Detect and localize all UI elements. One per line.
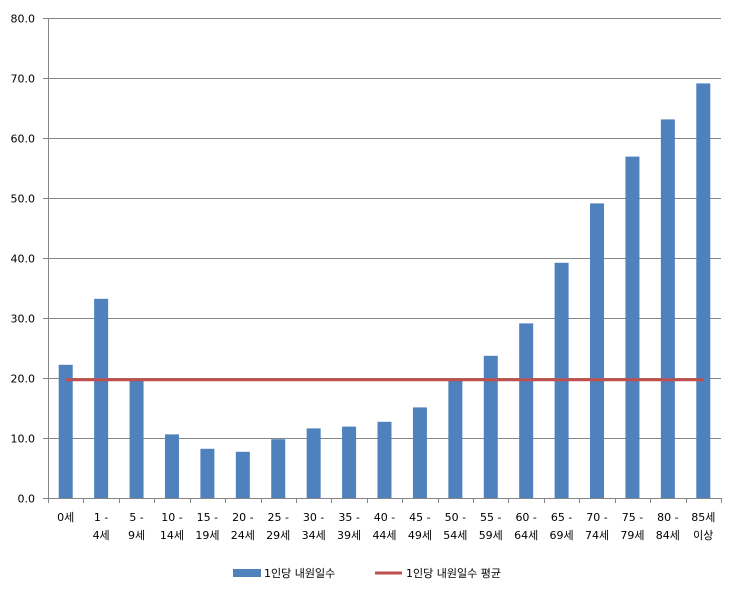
- bar: [519, 323, 534, 498]
- bar: [200, 448, 215, 498]
- bar: [58, 364, 73, 498]
- y-tick-label: 30.0: [11, 313, 36, 326]
- bar: [235, 451, 250, 498]
- x-tick-label: 25 -29세: [266, 511, 290, 542]
- y-tick-label: 70.0: [11, 73, 36, 86]
- bar: [412, 407, 427, 498]
- x-tick-label: 1 -4세: [93, 511, 110, 542]
- y-tick-label: 50.0: [11, 193, 36, 206]
- gridlines: [48, 18, 721, 439]
- bar: [590, 203, 605, 498]
- x-tick-label: 60 -64세: [514, 511, 538, 542]
- y-tick-label: 20.0: [11, 373, 36, 386]
- x-tick-label: 80 -84세: [656, 511, 680, 542]
- bar: [342, 426, 357, 498]
- x-tick-label: 35 -39세: [337, 511, 361, 542]
- bar: [306, 428, 321, 498]
- y-tick-label: 60.0: [11, 133, 36, 146]
- legend-swatch-bar: [233, 569, 261, 577]
- x-tick-label: 0세: [57, 511, 74, 524]
- y-axis: 0.0 10.0 20.0 30.0 40.0 50.0 60.0 70.0 80.0: [11, 13, 49, 506]
- y-tick-label: 10.0: [11, 433, 36, 446]
- bar-series: [58, 83, 711, 499]
- bar: [271, 439, 286, 498]
- bar: [129, 379, 144, 498]
- bar: [164, 434, 179, 498]
- x-tick-label: 20 -24세: [231, 511, 255, 542]
- legend: 1인당 내원일수 1인당 내원일수 평균: [233, 566, 501, 580]
- bar: [696, 83, 711, 499]
- bar: [660, 119, 675, 499]
- x-tick-label: 40 -44세: [372, 511, 396, 542]
- legend-label-line: 1인당 내원일수 평균: [406, 566, 501, 580]
- y-tick-label: 40.0: [11, 253, 36, 266]
- x-axis: 0세 1 -4세 5 -9세 10 -14세 15 -19세 20 -24세 25 -29세…: [48, 498, 722, 542]
- x-tick-label: 45 -49세: [408, 511, 432, 542]
- x-tick-label: 70 -74세: [585, 511, 609, 542]
- x-tick-label: 75 -79세: [620, 511, 644, 542]
- x-tick-label: 5 -9세: [128, 511, 145, 542]
- legend-label-bar: 1인당 내원일수: [264, 566, 335, 580]
- x-tick-label: 30 -34세: [302, 511, 326, 542]
- bar: [483, 355, 498, 498]
- x-tick-label: 15 -19세: [195, 511, 219, 542]
- bar: [94, 298, 109, 498]
- y-tick-label: 0.0: [18, 493, 36, 506]
- x-tick-label: 50 -54세: [443, 511, 467, 542]
- bar: [377, 421, 392, 498]
- x-tick-label: 65 -69세: [550, 511, 574, 542]
- x-tick-label: 85세 이상: [691, 511, 715, 542]
- bar: [448, 379, 463, 498]
- x-tick-label: 55 -59세: [479, 511, 503, 542]
- y-tick-label: 80.0: [11, 13, 36, 26]
- bar: [625, 156, 640, 498]
- x-tick-label: 10 -14세: [160, 511, 184, 542]
